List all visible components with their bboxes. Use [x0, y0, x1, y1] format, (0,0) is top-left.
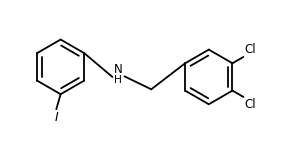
- Text: Cl: Cl: [244, 98, 256, 111]
- Text: Cl: Cl: [244, 43, 256, 56]
- Text: N: N: [114, 63, 123, 76]
- Text: I: I: [54, 111, 58, 124]
- Text: H: H: [114, 75, 122, 85]
